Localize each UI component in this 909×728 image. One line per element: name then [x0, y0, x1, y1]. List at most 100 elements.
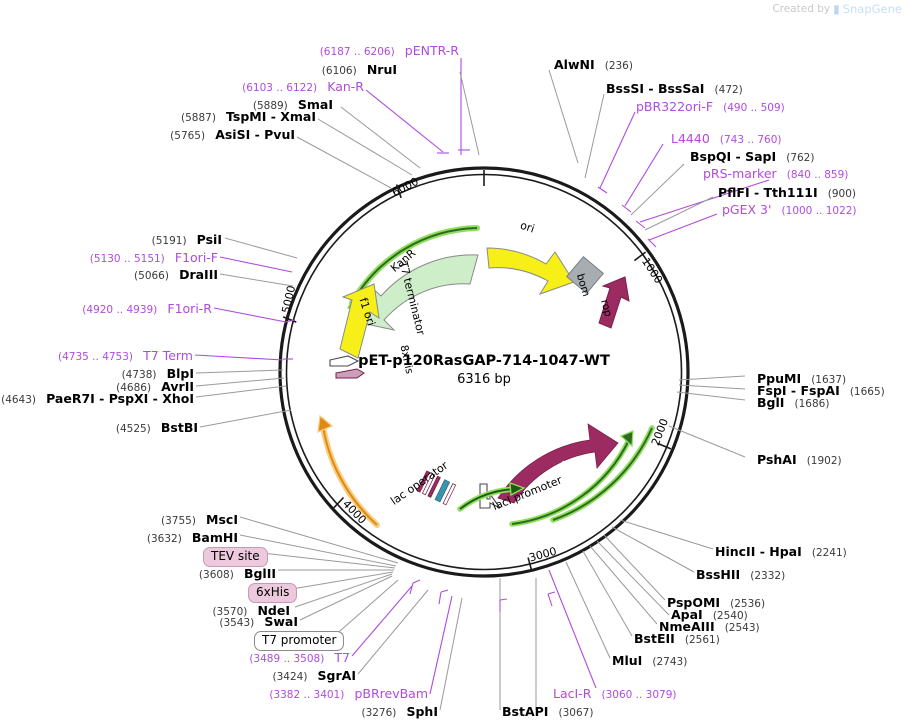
- label-asisi-pvui: (5765) AsiSI - PvuI: [170, 126, 295, 142]
- label-alwni: AlwNI (236): [554, 56, 633, 72]
- label-pgex3-position: (1000 .. 1022): [781, 205, 857, 217]
- feature-laci: [497, 423, 619, 504]
- feature-pill-tev-site: TEV site: [203, 547, 268, 567]
- label-nmeaiii-name: NmeAIII: [659, 619, 715, 634]
- label-bglii: (3608) BglII: [199, 565, 276, 581]
- label-prs-marker-name: pRS-marker: [703, 166, 777, 181]
- label-pentr-r-position: (6187 .. 6206): [319, 46, 395, 58]
- label-bstapi-name: BstAPI: [502, 704, 549, 719]
- label-mlui-name: MluI: [612, 653, 643, 668]
- label-bamhi-position: (3632): [146, 533, 182, 545]
- label-swai-name: SwaI: [264, 614, 298, 629]
- label-sgrai: (3424) SgrAI: [273, 667, 356, 683]
- label-hincii-hpai-position: (2241): [811, 547, 847, 559]
- label-smai-position: (5889): [252, 100, 288, 112]
- primer-arc-green-1: [457, 482, 526, 512]
- label-pbr322ori-f-position: (490 .. 509): [723, 102, 785, 114]
- feature-ori: [486, 247, 575, 295]
- primer-ticks-bottom: [409, 579, 556, 612]
- feature-pill-6xhis: 6xHis: [248, 583, 298, 603]
- label-nmeaiii-position: (2543): [724, 622, 760, 634]
- label-swai: (3543) SwaI: [219, 613, 298, 629]
- label-pbrrevbam: (3382 .. 3401) pBRrevBam: [269, 685, 428, 701]
- label-sgrai-name: SgrAI: [317, 668, 356, 683]
- label-f1ori-r: (4920 .. 4939) F1ori-R: [82, 300, 212, 316]
- label-ndei-name: NdeI: [257, 603, 290, 618]
- primer-ticks-top: [283, 149, 657, 360]
- label-draiii-name: DraIII: [179, 267, 218, 282]
- label-pgex3-name: pGEX 3': [722, 202, 772, 217]
- feature-t7-terminator: [329, 355, 360, 367]
- label-draiii: (5066) DraIII: [134, 266, 218, 282]
- label-t7: (3489 .. 3508) T7: [249, 649, 350, 665]
- label-msci-name: MscI: [206, 512, 238, 527]
- label-l4440-name: L4440: [671, 131, 710, 146]
- label-bsshii-position: (2332): [750, 570, 786, 582]
- feature-8xhis: [335, 368, 365, 379]
- label-bamhi: (3632) BamHI: [147, 529, 238, 545]
- label-smai-name: SmaI: [297, 97, 333, 112]
- label-pflfi-name: PflFI - Tth111I: [718, 185, 818, 200]
- label-tspmi-xmai: (5887) TspMI - XmaI: [181, 108, 316, 124]
- primer-arc-green-2: [509, 429, 634, 527]
- watermark-prefix: Created by: [772, 3, 831, 15]
- label-bsshii-name: BssHII: [696, 567, 741, 582]
- label-paer7i-position: (4643): [1, 394, 37, 406]
- label-asisi-pvui-position: (5765): [170, 130, 206, 142]
- label-hincii-hpai-name: HincII - HpaI: [715, 544, 802, 559]
- label-t7-term-position: (4735 .. 4753): [58, 351, 134, 363]
- label-bsssi: BssSI - BssSaI (472): [606, 80, 743, 96]
- label-bstbi-position: (4525): [115, 423, 151, 435]
- snapgene-logo-icon: ▮: [833, 2, 840, 16]
- label-draiii-position: (5066): [134, 270, 169, 282]
- label-kan-r-position: (6103 .. 6122): [242, 82, 318, 94]
- label-pentr-r: (6187 .. 6206) pENTR-R: [320, 42, 459, 58]
- label-ppumi-position: (1637): [811, 374, 847, 386]
- label-t7-name: T7: [334, 650, 350, 665]
- label-alwni-position: (236): [604, 60, 633, 72]
- label-pshai-position: (1902): [806, 455, 842, 467]
- label-pbr322ori-f: pBR322ori-F (490 .. 509): [636, 98, 785, 114]
- label-blpi: (4738) BlpI: [122, 365, 194, 381]
- label-paer7i-name: PaeR7I - PspXI - XhoI: [46, 391, 194, 406]
- label-f1ori-f-position: (5130 .. 5151): [89, 253, 165, 265]
- label-fspi-fspai-position: (1665): [849, 386, 885, 398]
- label-psii-position: (5191): [151, 235, 187, 247]
- label-avrii-name: AvrII: [161, 379, 194, 394]
- plasmid-name: pET-p120RasGAP-714-1047-WT: [358, 353, 610, 369]
- feature-bom: [565, 255, 605, 295]
- label-pshai: PshAI (1902): [757, 451, 842, 467]
- label-pentr-r-name: pENTR-R: [404, 43, 459, 58]
- label-blpi-position: (4738): [121, 369, 157, 381]
- label-fspi-fspai: FspI - FspAI (1665): [757, 382, 885, 398]
- label-bstapi-position: (3067): [558, 707, 594, 719]
- label-bgli: BglI (1686): [757, 394, 829, 410]
- leader-lines: [194, 58, 770, 711]
- label-hincii-hpai: HincII - HpaI (2241): [715, 543, 847, 559]
- label-bsteii-position: (2561): [684, 634, 720, 646]
- label-psii-name: PsiI: [196, 232, 222, 247]
- plasmid-size: 6316 bp: [457, 372, 511, 387]
- label-tspmi-xmai-position: (5887): [181, 112, 216, 124]
- snapgene-watermark: Created by ▮ SnapGene: [772, 2, 902, 16]
- label-bglii-name: BglII: [243, 566, 276, 581]
- label-apai-name: ApaI: [671, 607, 703, 622]
- label-sphi-name: SphI: [406, 704, 438, 719]
- label-f1ori-r-position: (4920 .. 4939): [82, 304, 158, 316]
- label-prs-marker: pRS-marker (840 .. 859): [703, 165, 848, 181]
- coordinate-ticks: [282, 184, 672, 572]
- feature-pill-tev-site-label: TEV site: [211, 549, 260, 563]
- label-ppumi-name: PpuMI: [757, 371, 802, 386]
- label-bsteii-name: BstEII: [634, 631, 675, 646]
- label-f1ori-f-name: F1ori-F: [174, 250, 218, 265]
- label-laci-r-name: LacI-R: [553, 686, 592, 701]
- label-ndei-position: (3570): [212, 606, 248, 618]
- feature-pill-6xhis-label: 6xHis: [256, 585, 290, 599]
- label-bamhi-name: BamHI: [191, 530, 238, 545]
- label-pspomi-position: (2536): [730, 598, 766, 610]
- label-msci-position: (3755): [161, 515, 196, 527]
- label-t7-term: (4735 .. 4753) T7 Term: [58, 347, 193, 363]
- label-avrii-position: (4686): [116, 382, 152, 394]
- label-nrui-position: (6106): [321, 65, 357, 77]
- plasmid-title-block: pET-p120RasGAP-714-1047-WT 6316 bp: [358, 353, 610, 387]
